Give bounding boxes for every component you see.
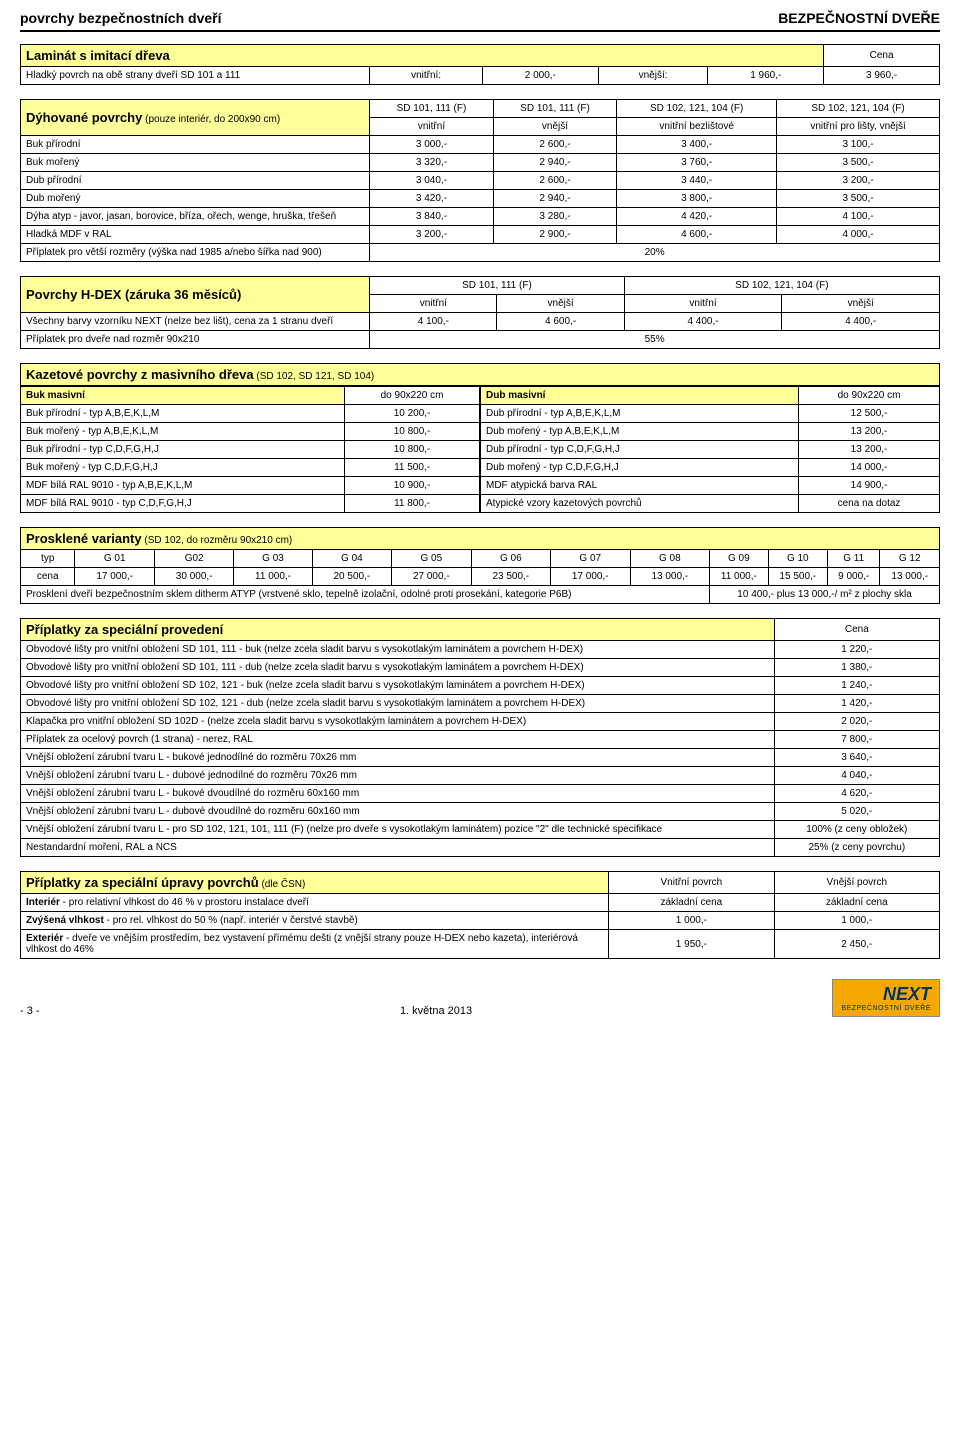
t1-r3: vnější: [598,67,708,85]
t1-r4: 1 960,- [708,67,824,85]
table-priplatky: Příplatky za speciální provedeníCena Obv… [20,618,940,857]
table-kazetove: Buk masivnído 90x220 cm Buk přírodní - t… [20,386,940,527]
footer-date: 1. května 2013 [400,1005,472,1017]
t1-r2: 2 000,- [482,67,598,85]
table-kazetove-title: Kazetové povrchy z masivního dřeva (SD 1… [20,363,940,386]
t1-title: Laminát s imitací dřeva [21,45,824,67]
page-number: - 3 - [20,1005,40,1017]
table-hdex: Povrchy H-DEX (záruka 36 měsíců) SD 101,… [20,276,940,349]
footer: - 3 - 1. května 2013 NEXT BEZPEČNOSTNÍ D… [20,979,940,1017]
header-right: BEZPEČNOSTNÍ DVEŘE [778,10,940,26]
header-left: povrchy bezpečnostních dveří [20,10,222,26]
table-prosklene: Prosklené varianty (SD 102, do rozměru 9… [20,527,940,604]
page-header: povrchy bezpečnostních dveří BEZPEČNOSTN… [20,10,940,32]
t1-r1: vnitřní: [370,67,483,85]
t2-titlecell: Dýhované povrchy (pouze interiér, do 200… [21,100,370,136]
table-dyhovane: Dýhované povrchy (pouze interiér, do 200… [20,99,940,262]
t1-r5: 3 960,- [824,67,940,85]
logo: NEXT BEZPEČNOSTNÍ DVEŘE [832,979,940,1017]
table-laminat: Laminát s imitací dřevaCena Hladký povrc… [20,44,940,85]
table-upravy: Příplatky za speciální úpravy povrchů (d… [20,871,940,959]
t1-r0: Hladký povrch na obě strany dveří SD 101… [21,67,370,85]
t1-cena: Cena [824,45,940,67]
